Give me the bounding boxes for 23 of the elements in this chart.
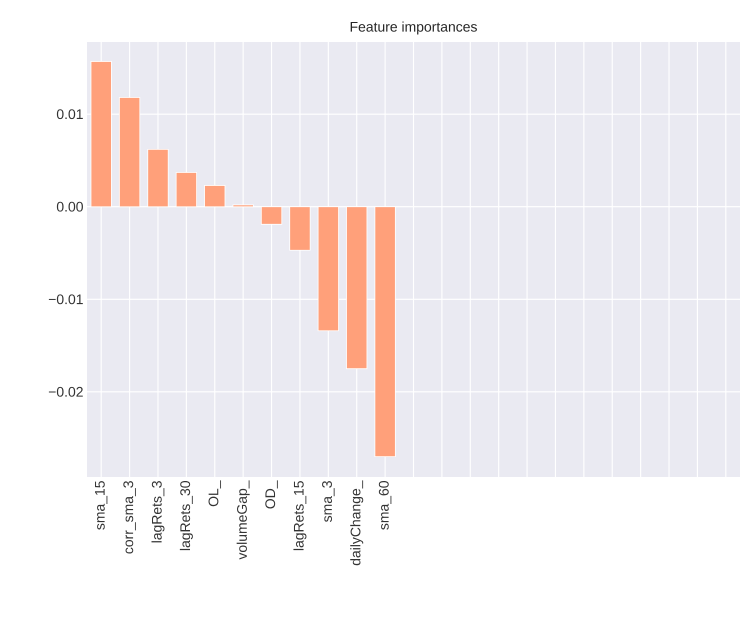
y-tick-label: 0.00 <box>56 202 83 212</box>
bar <box>289 206 311 251</box>
x-tick-label: dailyChange_ <box>350 480 364 566</box>
bar <box>204 185 226 208</box>
x-tick-label: OL_ <box>208 480 222 506</box>
bar <box>318 206 339 332</box>
x-tick-label: lagRets_3 <box>151 481 164 542</box>
y-tick-label: 0.01 <box>56 109 83 120</box>
x-tick-label: lagRets_30 <box>180 481 193 550</box>
x-tick-label: corr_sma_3 <box>123 481 136 554</box>
bar <box>176 172 197 208</box>
x-tick-label: OD_ <box>265 480 278 509</box>
x-tick-label: sma_15 <box>95 481 108 530</box>
x-tick-label: lagRets_15 <box>293 481 306 550</box>
bar <box>260 206 282 225</box>
chart-title: Feature importances <box>350 21 477 34</box>
y-tick-label: −0.02 <box>48 386 83 397</box>
x-tick-label: volumeGap_ <box>236 480 250 560</box>
x-tick-label: sma_3 <box>322 481 335 522</box>
bar <box>346 206 368 370</box>
y-tick-label: −0.01 <box>48 294 83 304</box>
x-tick-label: sma_60 <box>378 481 392 530</box>
bar <box>147 148 169 208</box>
